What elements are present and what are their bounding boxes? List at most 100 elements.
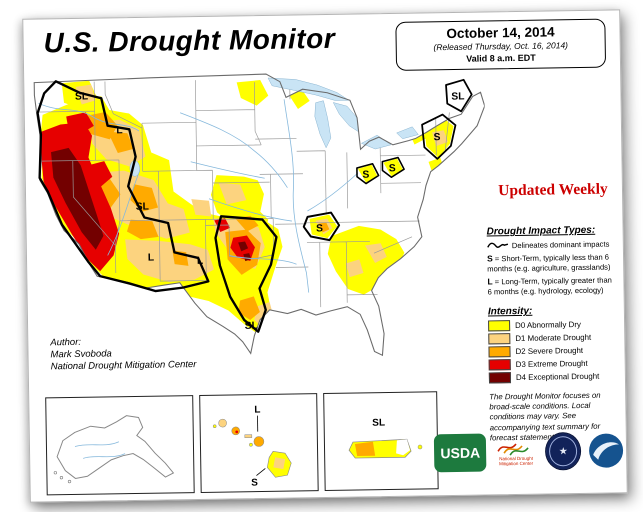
hawaii-island [249, 442, 253, 447]
legend-swatch [488, 372, 512, 384]
d4-area [238, 241, 249, 252]
d1-area [364, 243, 387, 264]
legend-item: D2 Severe Drought [488, 345, 622, 358]
impact-types-heading: Drought Impact Types: [486, 224, 596, 238]
delineates-row: Delineates dominant impacts [487, 238, 621, 250]
hawaii-island [253, 436, 265, 447]
impact-types-section: Drought Impact Types: Delineates dominan… [487, 224, 622, 296]
alaska-outline [56, 415, 175, 479]
agency-logos: USDA National Drought Mitigation Center … [433, 428, 625, 475]
d0-area [357, 164, 378, 183]
puerto-rico-map: SL [348, 418, 423, 459]
d2-area [238, 296, 260, 320]
hawaii-long-term-label: L [254, 405, 260, 416]
texas-impact-outline [214, 215, 278, 333]
alaska-map [53, 415, 175, 484]
delineates-label: Delineates dominant impacts [511, 239, 610, 250]
short-term-definition: S = Short-Term, typically less than 6 mo… [487, 251, 617, 274]
commerce-seal-icon: ★ [545, 432, 582, 471]
hawaii-island [244, 434, 253, 439]
map-impact-label: S [316, 223, 323, 234]
legend-item: D1 Moderate Drought [488, 332, 622, 345]
hawaii-island [231, 426, 240, 436]
usda-logo: USDA [433, 433, 487, 473]
legend-swatch [488, 346, 511, 358]
impact-line-icon [487, 242, 509, 248]
map-impact-label: SL [136, 202, 149, 213]
ohio-impact-outline [356, 162, 380, 185]
drought-monitor-page: U.S. Drought Monitor October 14, 2014 (R… [22, 9, 628, 503]
d1-area [191, 199, 212, 217]
legend-label: D4 Exceptional Drought [515, 371, 600, 383]
right-column: Updated Weekly Drought Impact Types: Del… [486, 170, 624, 443]
aleutian-island [67, 479, 72, 484]
d4-area [243, 253, 252, 262]
map-impact-label: SL [75, 91, 88, 102]
d2-area [107, 131, 134, 154]
d1-area [125, 239, 215, 282]
alaska-rivers [74, 441, 126, 459]
legend-label: D0 Abnormally Dry [515, 320, 581, 331]
us-drought-map: SL L SL L L SL S S S S SL [33, 73, 486, 357]
puerto-rico-impact-label: SL [372, 418, 385, 429]
map-impact-label: SL [451, 91, 464, 102]
released-date: (Released Thursday, Oct. 16, 2014) [433, 40, 569, 53]
intensity-section: Intensity: D0 Abnormally Dry D1 Moderate … [488, 305, 623, 384]
hawaii-island [212, 424, 217, 429]
d2-area [126, 219, 159, 240]
legend-label: D1 Moderate Drought [515, 333, 592, 344]
long-term-definition: L = Long-Term, typically greater than 6 … [487, 275, 617, 297]
noaa-logo-icon [588, 432, 625, 469]
d3-area [66, 112, 94, 134]
puerto-rico-drought-patch [354, 441, 376, 457]
intensity-legend: D0 Abnormally Dry D1 Moderate Drought D2 S… [488, 319, 623, 384]
ndmc-logo: National Drought Mitigation Center [493, 433, 539, 472]
author-block: Author: Mark Svoboda National Drought Mi… [50, 335, 196, 373]
d1-area [218, 182, 247, 205]
maine-impact-outline [445, 78, 473, 113]
hawaii-drought-spot [235, 430, 239, 434]
great-lakes [129, 77, 419, 177]
state-boundaries [38, 79, 450, 308]
hawaii-island [218, 418, 227, 428]
legend-item: D3 Extreme Drought [488, 358, 623, 371]
legend-item: D4 Exceptional Drought [488, 371, 623, 384]
usda-logo-text: USDA [440, 444, 481, 462]
intensity-heading: Intensity: [487, 305, 533, 318]
map-impact-label: SL [245, 321, 258, 332]
legend-swatch [488, 359, 511, 371]
new-england-impact-outline [421, 113, 457, 160]
map-impact-label: S [433, 132, 440, 143]
penn-impact-outline [381, 156, 405, 179]
long-term-text: = Long-Term, typically greater than 6 mo… [487, 275, 612, 297]
map-impact-label: S [362, 170, 369, 181]
d2-area [318, 222, 330, 233]
impact-delineation-lines [36, 78, 473, 333]
d0-area [383, 158, 404, 177]
west-impact-outline [36, 80, 210, 293]
legend-label: D2 Severe Drought [515, 346, 584, 357]
report-date: October 14, 2014 [446, 24, 555, 42]
d3-area [88, 161, 113, 187]
legend-label: D3 Extreme Drought [515, 359, 588, 370]
aleutian-island [53, 471, 58, 475]
map-impact-label: L [116, 125, 122, 136]
puerto-rico-inset: SL [323, 391, 439, 492]
author-org: National Drought Mitigation Center [50, 358, 197, 373]
ndmc-logo-caption: National Drought Mitigation Center [499, 455, 534, 467]
label-pointer-line [256, 468, 266, 476]
map-impact-label: L [148, 253, 154, 264]
valid-time: Valid 8 a.m. EDT [466, 52, 536, 64]
d0-area [236, 80, 269, 106]
d4-area [51, 147, 104, 250]
legend-item: D0 Abnormally Dry [488, 319, 622, 332]
tennessee-impact-outline [302, 211, 341, 242]
updated-weekly-label: Updated Weekly [498, 180, 608, 200]
puerto-rico-clear-area [396, 439, 411, 456]
map-impact-label: L [197, 256, 203, 267]
hawaii-short-term-label: S [251, 478, 258, 489]
ndmc-mark-icon [497, 443, 529, 456]
aleutian-island [59, 476, 64, 480]
alaska-inset [45, 395, 195, 496]
hawaii-map: L S [212, 405, 292, 489]
